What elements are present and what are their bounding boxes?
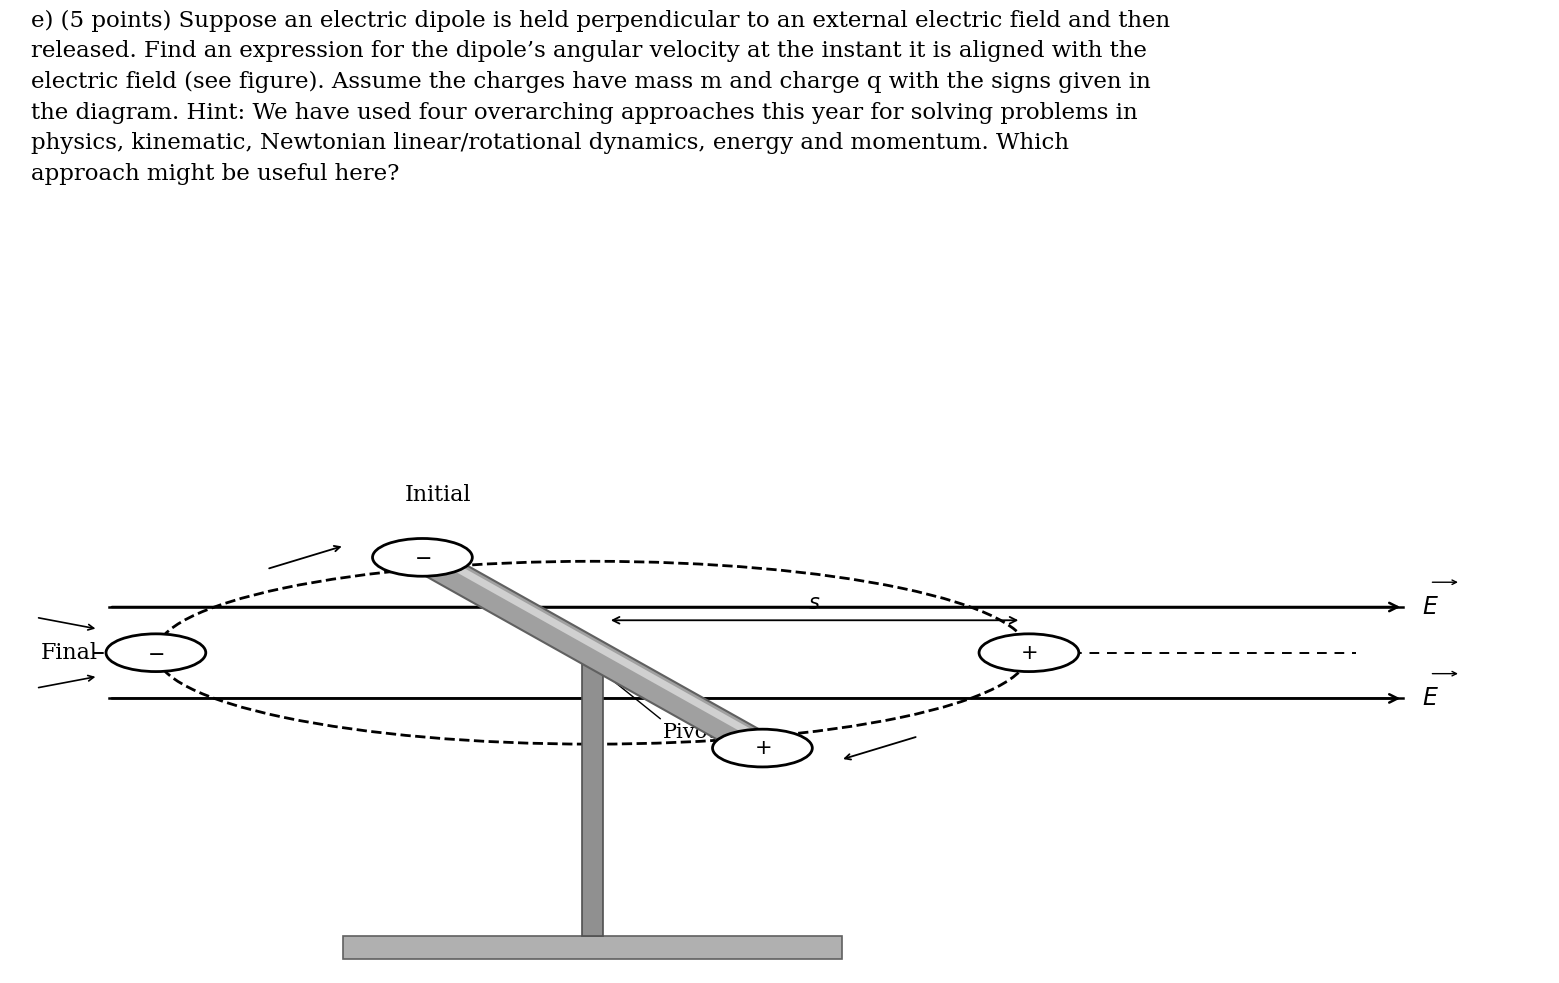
Circle shape bbox=[106, 634, 206, 671]
Text: $+$: $+$ bbox=[753, 738, 772, 758]
Circle shape bbox=[979, 634, 1079, 671]
Text: Final: Final bbox=[41, 642, 98, 664]
Polygon shape bbox=[427, 553, 778, 747]
Text: $-$: $-$ bbox=[413, 548, 430, 567]
Text: $E$: $E$ bbox=[1422, 687, 1439, 710]
Text: $E$: $E$ bbox=[1422, 596, 1439, 618]
Circle shape bbox=[373, 539, 472, 576]
Polygon shape bbox=[343, 936, 842, 959]
Text: $s$: $s$ bbox=[809, 594, 820, 613]
Polygon shape bbox=[582, 647, 603, 936]
Circle shape bbox=[712, 729, 812, 767]
Text: $-$: $-$ bbox=[147, 643, 165, 663]
Text: e) (5 points) Suppose an electric dipole is held perpendicular to an external el: e) (5 points) Suppose an electric dipole… bbox=[31, 10, 1171, 185]
Text: Pivot: Pivot bbox=[663, 723, 717, 742]
Text: $+$: $+$ bbox=[1020, 643, 1038, 663]
Text: Initial: Initial bbox=[405, 484, 471, 506]
Polygon shape bbox=[402, 552, 783, 753]
